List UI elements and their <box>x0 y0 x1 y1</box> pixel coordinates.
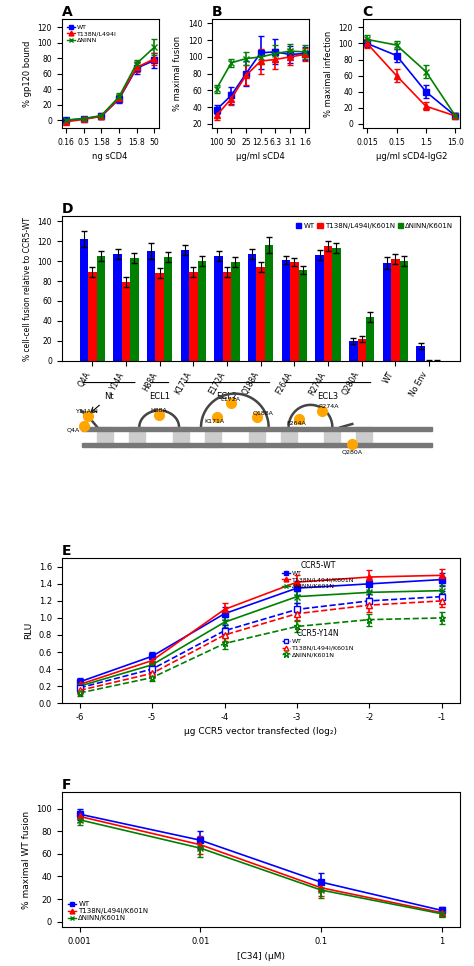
Bar <box>281 427 297 447</box>
Bar <box>391 259 400 360</box>
Bar <box>349 341 357 360</box>
Bar <box>130 258 138 360</box>
Legend: WT, T138N/L494I/K601N, ΔNINN/K601N: WT, T138N/L494I/K601N, ΔNINN/K601N <box>293 220 456 232</box>
Text: E: E <box>62 544 71 558</box>
Text: C: C <box>363 6 373 19</box>
Bar <box>299 270 307 360</box>
Bar <box>205 427 221 447</box>
Bar <box>173 427 189 447</box>
Y-axis label: RLU: RLU <box>24 622 33 639</box>
Bar <box>214 256 223 360</box>
Text: B: B <box>212 6 223 19</box>
Y-axis label: % maximal WT fusion: % maximal WT fusion <box>22 810 31 908</box>
Bar <box>332 248 341 360</box>
X-axis label: μg/ml sCD4-IgG2: μg/ml sCD4-IgG2 <box>375 153 447 161</box>
Bar <box>324 427 340 447</box>
Bar <box>155 273 164 360</box>
Y-axis label: % gp120 bound: % gp120 bound <box>23 41 32 107</box>
Bar <box>417 346 425 360</box>
Bar <box>400 261 408 360</box>
Bar <box>88 272 97 360</box>
Bar <box>122 282 130 360</box>
Text: Q4A: Q4A <box>67 427 80 432</box>
Legend: WT, T138N/L494I, ΔNINN: WT, T138N/L494I, ΔNINN <box>65 22 119 45</box>
Bar <box>356 427 372 447</box>
Text: F: F <box>62 778 71 791</box>
Bar <box>189 272 198 360</box>
Text: Y14A/N: Y14A/N <box>76 409 99 413</box>
Bar <box>256 268 265 360</box>
Bar <box>97 256 105 360</box>
Bar <box>282 260 290 360</box>
Bar <box>98 427 113 447</box>
X-axis label: μg/ml sCD4: μg/ml sCD4 <box>237 153 285 161</box>
Text: ECL3: ECL3 <box>318 392 338 402</box>
Text: Nt: Nt <box>104 392 114 402</box>
Bar <box>82 427 432 432</box>
Bar <box>80 240 88 360</box>
Bar <box>113 254 122 360</box>
Y-axis label: % cell-cell fusion relative to CCR5-WT: % cell-cell fusion relative to CCR5-WT <box>23 216 32 360</box>
Text: F264A: F264A <box>287 420 306 426</box>
Bar <box>249 427 264 447</box>
Text: ECL1: ECL1 <box>149 392 170 402</box>
Bar <box>383 263 391 360</box>
Text: D: D <box>62 202 73 216</box>
Bar <box>315 255 324 360</box>
Bar <box>357 339 366 360</box>
X-axis label: μg CCR5 vector transfected (log₂): μg CCR5 vector transfected (log₂) <box>184 727 337 736</box>
Legend: WT, T138N/L494I/K601N, ΔNINN/K601N: WT, T138N/L494I/K601N, ΔNINN/K601N <box>280 627 356 660</box>
Bar <box>223 272 231 360</box>
Bar <box>366 317 374 360</box>
Text: A: A <box>62 6 73 19</box>
Bar <box>290 262 299 360</box>
Text: Q280A: Q280A <box>342 449 363 455</box>
Bar <box>265 245 273 360</box>
Text: E172A: E172A <box>221 397 241 402</box>
Bar <box>181 250 189 360</box>
Bar <box>324 246 332 360</box>
Bar <box>231 262 240 360</box>
Text: ECL2: ECL2 <box>217 392 237 402</box>
Bar <box>82 442 432 447</box>
Bar <box>198 261 206 360</box>
Y-axis label: % maximal fusion: % maximal fusion <box>173 36 182 111</box>
Legend: WT, T138N/L494I/K601N, ΔNINN/K601N: WT, T138N/L494I/K601N, ΔNINN/K601N <box>65 898 151 923</box>
Y-axis label: % maximal infection: % maximal infection <box>324 31 333 117</box>
Bar <box>248 254 256 360</box>
Bar <box>164 257 173 360</box>
Bar <box>147 251 155 360</box>
Text: H88A: H88A <box>151 409 167 413</box>
Text: Q188A: Q188A <box>252 411 273 415</box>
X-axis label: ng sCD4: ng sCD4 <box>92 153 128 161</box>
X-axis label: [C34] (μM): [C34] (μM) <box>237 952 285 960</box>
Text: K171A: K171A <box>205 418 225 424</box>
Text: R274A: R274A <box>318 404 338 409</box>
Bar <box>129 427 145 447</box>
